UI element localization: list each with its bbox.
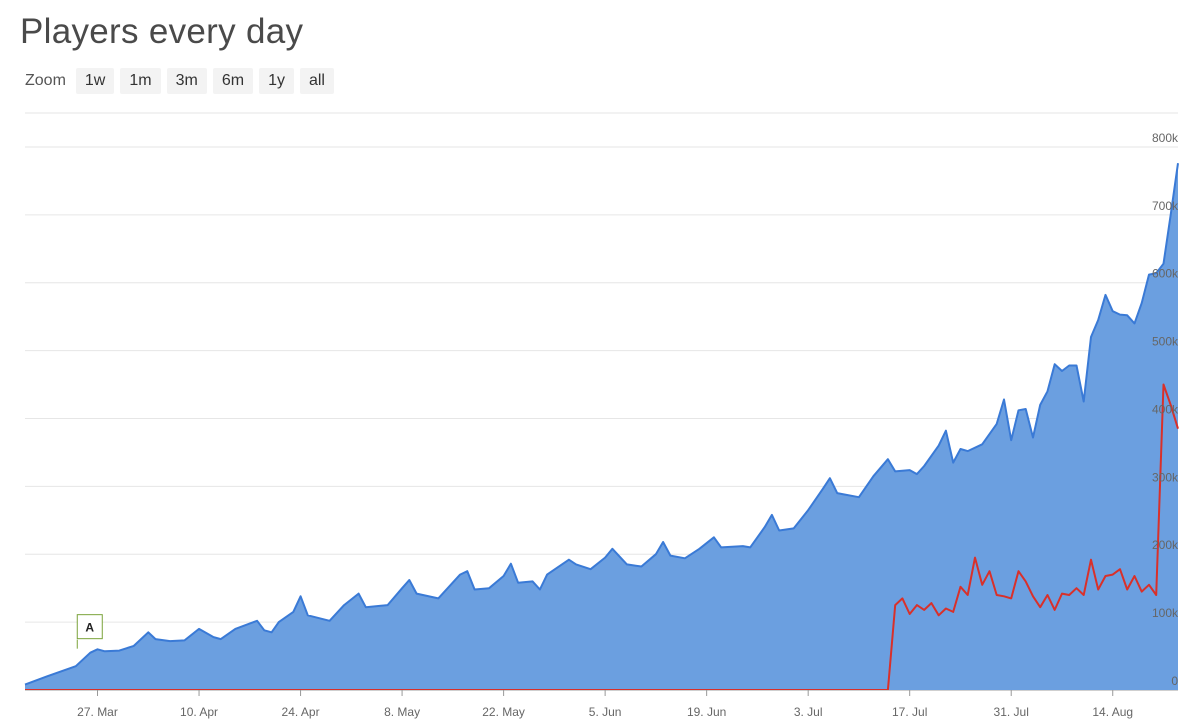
zoom-1w-button[interactable]: 1w — [75, 68, 115, 94]
zoom-1y-button[interactable]: 1y — [259, 68, 294, 94]
y-tick-label: 0 — [1171, 674, 1178, 688]
x-tick-label: 5. Jun — [589, 705, 622, 719]
y-tick-label: 800k — [1152, 131, 1179, 145]
flag-label: A — [85, 621, 94, 635]
y-tick-label: 500k — [1152, 335, 1179, 349]
zoom-bar: Zoom 1w 1m 3m 6m 1y all — [25, 68, 334, 94]
flag-marker[interactable]: A — [76, 614, 103, 649]
x-tick-label: 8. May — [384, 705, 420, 719]
x-tick-label: 17. Jul — [892, 705, 927, 719]
x-tick-label: 14. Aug — [1092, 705, 1133, 719]
zoom-6m-button[interactable]: 6m — [212, 68, 254, 94]
plot-area — [24, 163, 1179, 691]
zoom-3m-button[interactable]: 3m — [166, 68, 207, 94]
y-tick-label: 300k — [1152, 470, 1179, 484]
line-series-line — [25, 383, 1179, 691]
x-tick-label: 31. Jul — [994, 705, 1029, 719]
y-tick-label: 600k — [1152, 267, 1179, 281]
x-tick-label: 3. Jul — [794, 705, 823, 719]
x-tick-label: 19. Jun — [687, 705, 726, 719]
x-axis: 27. Mar 10. Apr 24. Apr 8. May 22. May 5. Jun… — [25, 690, 1178, 719]
x-tick-label: 22. May — [482, 705, 525, 719]
area-fill — [25, 163, 1178, 690]
flag-box — [76, 614, 103, 640]
zoom-all-button[interactable]: all — [299, 68, 334, 94]
zoom-1m-button[interactable]: 1m — [120, 68, 161, 94]
y-tick-label: 700k — [1152, 199, 1179, 213]
x-tick-label: 10. Apr — [180, 705, 218, 719]
flags: A — [76, 614, 103, 649]
y-tick-label: 400k — [1152, 402, 1179, 416]
zoom-label: Zoom — [25, 72, 66, 89]
area-series-line — [24, 163, 1179, 686]
page-title: Players every day — [20, 12, 304, 51]
x-tick-label: 24. Apr — [282, 705, 320, 719]
y-tick-label: 100k — [1152, 606, 1179, 620]
y-axis: 0 100k 200k 300k 400k 500k 600k 700k 800k — [1152, 131, 1179, 688]
y-tick-label: 200k — [1152, 538, 1179, 552]
x-tick-label: 27. Mar — [77, 705, 118, 719]
